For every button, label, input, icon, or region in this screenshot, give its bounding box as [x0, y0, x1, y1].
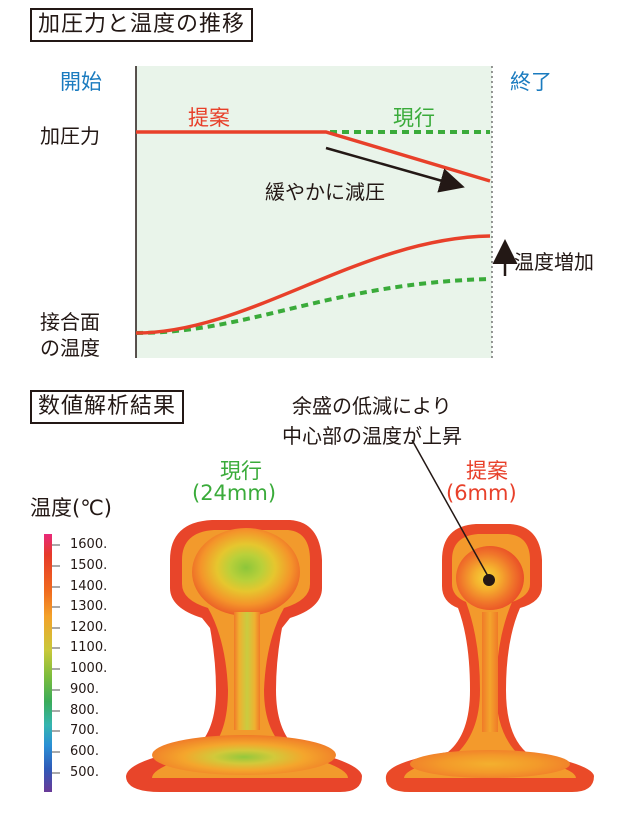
- temp-increase-annotation: 温度増加: [514, 250, 594, 274]
- callout-text-line1: 余盛の低減により: [292, 394, 452, 418]
- callout-leader-line: [411, 439, 490, 579]
- proposed-rail-section: [385, 524, 594, 792]
- temp-axis-label-line1: 接合面: [40, 310, 100, 334]
- section-title-analysis: 数値解析結果: [30, 390, 185, 424]
- current-legend-label: 現行: [393, 106, 435, 130]
- scale-tick-label: 600.: [70, 744, 99, 759]
- callout-text-line2: 中心部の温度が上昇: [282, 424, 462, 448]
- temperature-color-bar: [44, 534, 52, 792]
- decompression-arrow: [325, 146, 465, 193]
- section-title-transition: 加圧力と温度の推移: [30, 8, 254, 42]
- start-label: 開始: [60, 70, 102, 94]
- decompression-annotation: 緩やかに減圧: [265, 180, 385, 204]
- callout-dot: [483, 574, 495, 586]
- scale-tick-label: 1300.: [70, 599, 108, 614]
- scale-tick-label: 1500.: [70, 558, 108, 573]
- scale-tick-label: 1600.: [70, 537, 108, 552]
- scale-tick-label: 500.: [70, 765, 99, 780]
- proposed-model-sub: (6mm): [446, 481, 517, 505]
- scale-tick-label: 900.: [70, 682, 99, 697]
- end-label: 終了: [510, 70, 552, 94]
- scale-tick-label: 700.: [70, 723, 99, 738]
- force-axis-label: 加圧力: [40, 124, 100, 148]
- scale-tick-label: 1000.: [70, 661, 108, 676]
- scale-tick-label: 1200.: [70, 620, 108, 635]
- plot-area: [136, 66, 492, 358]
- scale-ticks: [52, 544, 60, 774]
- scale-tick-label: 800.: [70, 703, 99, 718]
- current-model-label: 現行: [220, 459, 262, 483]
- scale-tick-label: 1100.: [70, 640, 108, 655]
- temperature-scale-title: 温度(℃): [30, 496, 112, 520]
- proposed-model-label: 提案: [466, 459, 508, 483]
- current-rail-section: [126, 520, 362, 792]
- proposed-legend-label: 提案: [188, 106, 230, 130]
- scale-tick-label: 1400.: [70, 579, 108, 594]
- proposed-force-line: [136, 130, 491, 183]
- temp-axis-label-line2: の温度: [40, 336, 100, 360]
- current-model-sub: (24mm): [192, 481, 277, 505]
- proposed-temp-curve: [135, 234, 491, 335]
- current-temp-curve: [135, 277, 491, 335]
